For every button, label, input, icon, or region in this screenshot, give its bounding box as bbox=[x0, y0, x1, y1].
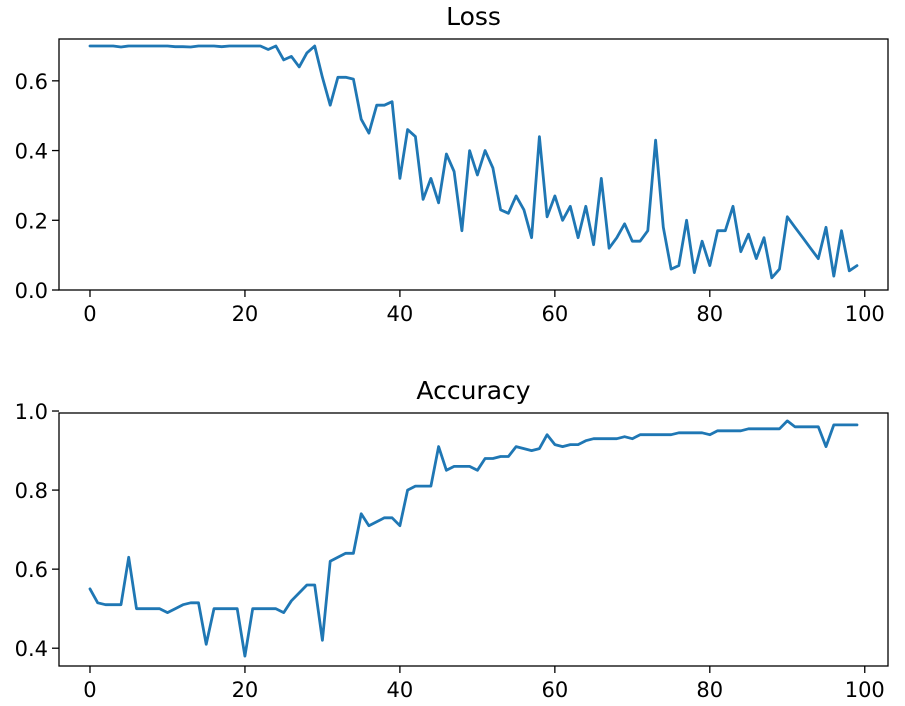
loss-ytick-label: 0.2 bbox=[15, 209, 48, 233]
accuracy-ytick-label: 0.6 bbox=[15, 558, 48, 582]
loss-ytick-label: 0.4 bbox=[15, 140, 48, 164]
accuracy-series-line bbox=[88, 419, 859, 658]
loss-xtick-label: 80 bbox=[696, 302, 723, 326]
loss-panel: Loss 0 20 40 60 80 100 0.0 0.2 0.4 0.6 bbox=[15, 2, 889, 326]
accuracy-xtick-label: 60 bbox=[541, 678, 568, 702]
loss-xtick-label: 20 bbox=[232, 302, 259, 326]
accuracy-title: Accuracy bbox=[416, 376, 530, 405]
accuracy-xtick-label: 20 bbox=[232, 678, 259, 702]
accuracy-ytick-label: 1.0 bbox=[15, 400, 48, 424]
loss-ytick-label: 0.6 bbox=[15, 70, 48, 94]
accuracy-ytick-label: 0.8 bbox=[15, 479, 48, 503]
loss-xtick-label: 60 bbox=[541, 302, 568, 326]
loss-axes-frame bbox=[58, 38, 889, 291]
accuracy-xtick-label: 100 bbox=[845, 678, 885, 702]
accuracy-axes-frame bbox=[58, 412, 889, 667]
loss-ytick-label: 0.0 bbox=[15, 279, 48, 303]
accuracy-ytick-label: 0.4 bbox=[15, 637, 48, 661]
loss-xtick-label: 0 bbox=[83, 302, 96, 326]
accuracy-xtick-label: 80 bbox=[696, 678, 723, 702]
accuracy-panel: Accuracy 0 20 40 60 80 100 0.4 0.6 0.8 1.0 bbox=[15, 376, 889, 702]
accuracy-xtick-label: 0 bbox=[83, 678, 96, 702]
loss-title: Loss bbox=[446, 2, 501, 31]
loss-xtick-label: 40 bbox=[387, 302, 414, 326]
loss-series-line bbox=[88, 44, 859, 280]
accuracy-xtick-label: 40 bbox=[387, 678, 414, 702]
loss-xtick-label: 100 bbox=[845, 302, 885, 326]
